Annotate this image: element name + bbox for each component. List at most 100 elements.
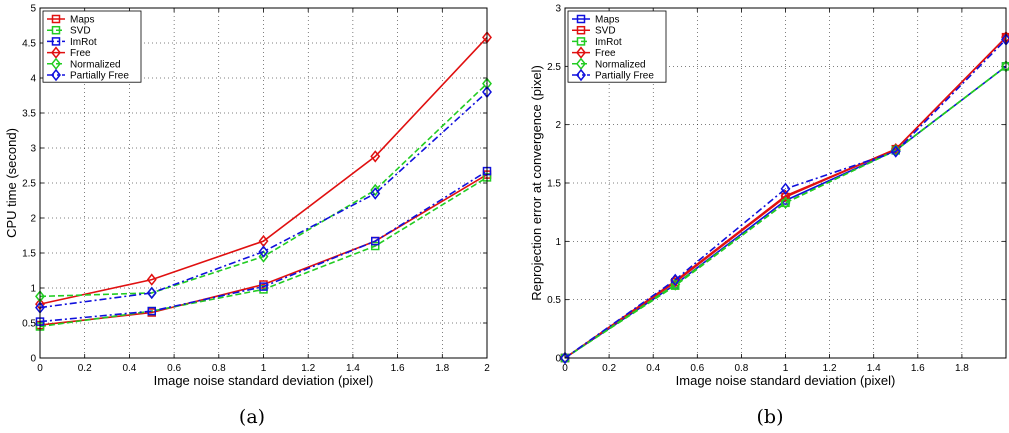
legend-label: Maps — [70, 15, 94, 26]
legend-item: Partially Free — [47, 68, 129, 82]
y-axis-label: CPU time (second) — [4, 128, 19, 238]
x-tick-label: 1.2 — [301, 363, 315, 374]
series-line — [39, 170, 488, 323]
data-point — [371, 241, 380, 251]
x-tick-label: 1.6 — [391, 363, 405, 374]
subfigure-caption: (a) — [239, 406, 265, 428]
x-tick-label: 0 — [562, 363, 568, 374]
y-tick-label: 2 — [555, 120, 561, 131]
x-tick-label: 0.8 — [212, 363, 226, 374]
legend-item: ImRot — [47, 37, 97, 48]
data-point — [370, 150, 381, 163]
legend-item: ImRot — [572, 37, 622, 48]
data-point — [780, 182, 791, 196]
y-tick-label: 0 — [555, 354, 561, 365]
x-tick-label: 0.8 — [734, 363, 748, 374]
y-tick-label: 4 — [30, 74, 36, 85]
x-tick-label: 0 — [37, 363, 43, 374]
subfigure-caption: (b) — [757, 406, 784, 428]
x-tick-label: 1.6 — [911, 363, 925, 374]
legend-marker-swatch — [51, 68, 61, 82]
legend-item: Maps — [572, 15, 619, 26]
legend-item: SVD — [47, 26, 91, 37]
series-line — [564, 38, 1007, 359]
legend-label: Partially Free — [595, 71, 654, 82]
axes-frame — [564, 7, 1007, 359]
legend-item: Partially Free — [572, 68, 654, 82]
y-tick-label: 0 — [30, 354, 36, 365]
x-tick-label: 0.6 — [167, 363, 181, 374]
x-tick-label: 0.6 — [690, 363, 704, 374]
legend-label: ImRot — [70, 37, 97, 48]
data-point — [560, 351, 570, 365]
legend-item: SVD — [572, 26, 616, 37]
y-tick-label: 0.5 — [547, 295, 561, 306]
x-tick-label: 2 — [484, 363, 490, 374]
chart-a: 0 0.2 0.4 0.6 0.8 1 1.2 1.4 1.6 1.8 2 0 0.5 1 1.5 2 2.5 3… — [4, 4, 492, 428]
series-line — [39, 36, 488, 305]
data-point — [670, 278, 681, 291]
data-point — [371, 236, 380, 246]
y-tick-label: 0.5 — [22, 319, 36, 330]
data-point — [370, 183, 381, 197]
y-tick-label: 1.5 — [22, 249, 36, 260]
series-line — [39, 91, 488, 309]
x-tick-label: 1.2 — [823, 363, 837, 374]
legend-label: Free — [70, 48, 91, 59]
data-point — [146, 286, 157, 300]
x-axis-label: Image noise standard deviation (pixel) — [676, 373, 896, 388]
data-point — [670, 273, 681, 287]
data-point — [890, 145, 901, 158]
legend-label: SVD — [70, 26, 91, 37]
y-tick-label: 3 — [555, 4, 561, 15]
y-tick-label: 1.5 — [547, 179, 561, 190]
y-tick-label: 3 — [30, 144, 36, 155]
axes-frame — [39, 7, 488, 359]
data-point — [258, 250, 269, 263]
data-point — [258, 245, 269, 258]
data-point — [147, 306, 156, 316]
data-point — [146, 273, 157, 286]
y-tick-label: 2 — [30, 214, 36, 225]
legend-label: SVD — [595, 26, 616, 37]
legend-label: Normalized — [70, 59, 121, 70]
chart-b: 0 0.2 0.4 0.6 0.8 1 1.2 1.4 1.6 1.800.511.522.53M… — [529, 4, 1009, 428]
legend-marker-swatch — [51, 14, 61, 24]
legend-label: Free — [595, 48, 616, 59]
legend-label: Partially Free — [70, 71, 129, 82]
y-tick-label: 1 — [555, 237, 561, 248]
data-point — [780, 196, 791, 210]
y-tick-label: 4.5 — [22, 39, 36, 50]
x-tick-label: 1 — [261, 363, 267, 374]
legend-marker-swatch — [576, 37, 586, 46]
legend-marker-swatch — [576, 25, 586, 35]
legend-item: Maps — [47, 15, 94, 26]
y-tick-label: 1 — [30, 284, 36, 295]
data-point — [370, 187, 381, 200]
ticks: 0 0.2 0.4 0.6 0.8 1 1.2 1.4 1.6 1.8 0 0.5 1 1.5 2 2.5 3 — [547, 4, 1006, 374]
legend-marker-swatch — [576, 14, 586, 24]
y-axis-label: Reprojection error at convergence (pixel… — [529, 65, 544, 301]
data-point — [259, 282, 268, 291]
legend-marker-swatch — [576, 68, 586, 82]
x-tick-label: 0.2 — [78, 363, 92, 374]
x-tick-label: 0.4 — [122, 363, 136, 374]
legend-label: Maps — [595, 15, 619, 26]
y-tick-label: 3.5 — [22, 109, 36, 120]
data-point — [780, 189, 791, 203]
legend-marker-swatch — [51, 37, 61, 46]
x-tick-label: 0.4 — [646, 363, 660, 374]
y-tick-label: 2.5 — [547, 62, 561, 73]
legend-label: Normalized — [595, 59, 646, 70]
x-tick-label: 1.8 — [435, 363, 449, 374]
x-tick-label: 1 — [783, 363, 789, 374]
legend-label: ImRot — [595, 37, 622, 48]
series-line — [564, 36, 1007, 359]
y-tick-label: 2.5 — [22, 179, 36, 190]
y-tick-label: 5 — [30, 4, 36, 15]
x-tick-label: 1.4 — [346, 363, 360, 374]
legend-marker-swatch — [51, 25, 61, 35]
